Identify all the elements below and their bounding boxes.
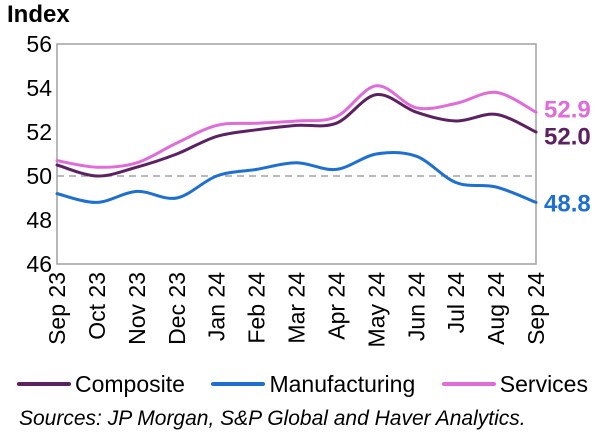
series-line-manufacturing — [55, 150, 538, 204]
source-note: Sources: JP Morgan, S&P Global and Haver… — [19, 407, 526, 430]
x-tick-label: Dec 23 — [164, 272, 190, 345]
x-tick-label: Sep 23 — [44, 272, 70, 345]
x-tick-label: Jun 24 — [403, 272, 429, 341]
end-label-manufacturing: 48.8 — [544, 190, 591, 217]
legend-label-manufacturing: Manufacturing — [269, 370, 416, 397]
y-tick-label: 52 — [26, 119, 52, 145]
chart-title: Index — [7, 1, 70, 28]
x-tick-label: Jan 24 — [204, 272, 230, 341]
end-label-services: 52.9 — [544, 97, 591, 124]
y-tick-label: 48 — [26, 207, 52, 233]
x-tick-label: Mar 24 — [284, 272, 310, 344]
legend-item-manufacturing: Manufacturing — [211, 371, 415, 398]
x-tick-label: Sep 24 — [523, 272, 549, 345]
legend-item-composite: Composite — [17, 371, 185, 398]
legend-item-services: Services — [441, 370, 588, 398]
end-label-composite: 52.0 — [544, 124, 591, 151]
y-tick-label: 50 — [26, 163, 52, 189]
x-tick-label: Apr 24 — [323, 272, 349, 340]
y-tick-label: 54 — [26, 75, 52, 101]
x-tick-label: Oct 23 — [84, 272, 110, 340]
legend-label-services: Services — [499, 370, 588, 397]
manufacturing-line-swatch — [211, 382, 266, 386]
x-tick-label: Jul 24 — [443, 272, 469, 334]
plot-frame — [56, 43, 537, 265]
chart-legend: Composite Manufacturing Services — [0, 367, 600, 401]
x-tick-label: Nov 23 — [124, 272, 150, 345]
x-tick-label: Feb 24 — [244, 272, 270, 344]
composite-line-swatch — [17, 382, 71, 386]
legend-label-composite: Composite — [75, 370, 185, 397]
services-line-swatch — [441, 382, 496, 386]
y-tick-label: 46 — [26, 251, 52, 277]
x-tick-label: May 24 — [363, 272, 389, 348]
series-line-composite — [55, 93, 538, 178]
x-tick-label: Aug 24 — [483, 272, 509, 345]
series-line-services — [55, 84, 538, 169]
y-tick-label: 56 — [26, 31, 52, 57]
